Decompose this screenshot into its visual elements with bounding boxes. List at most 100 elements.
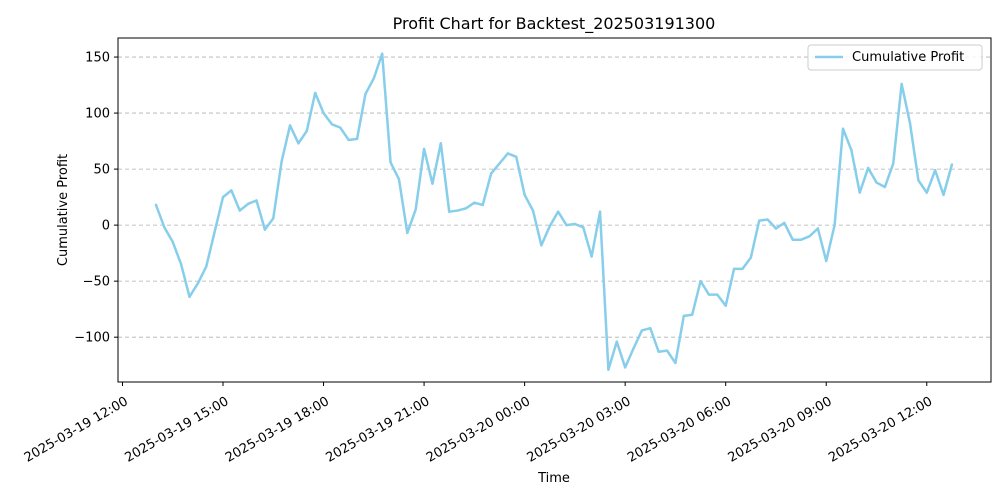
- data-point: [841, 127, 845, 130]
- data-point: [481, 203, 484, 207]
- data-point: [297, 142, 300, 145]
- data-point: [598, 210, 602, 213]
- data-point: [313, 91, 317, 95]
- data-point: [623, 366, 627, 369]
- series-line-cumulative-profit: [154, 52, 954, 371]
- data-point: [464, 207, 468, 210]
- data-point: [674, 361, 677, 365]
- y-axis-title: Cumulative Profit: [56, 154, 71, 266]
- y-tick-label: 100: [85, 107, 110, 122]
- data-point: [355, 137, 359, 141]
- y-tick-label: 0: [102, 219, 110, 234]
- data-point: [933, 169, 937, 172]
- data-point: [238, 209, 241, 212]
- data-point: [866, 166, 870, 170]
- data-point: [213, 230, 216, 234]
- data-point: [632, 347, 635, 350]
- data-point: [280, 160, 283, 163]
- data-point: [473, 201, 476, 204]
- data-point: [607, 368, 610, 371]
- data-point: [288, 124, 292, 127]
- data-point: [347, 138, 350, 142]
- data-point: [917, 179, 920, 182]
- data-point: [900, 82, 903, 86]
- data-point: [179, 263, 183, 266]
- data-point: [506, 152, 510, 155]
- data-point: [548, 225, 551, 228]
- y-tick-label: −100: [74, 331, 110, 346]
- data-point: [171, 240, 174, 244]
- data-point: [724, 304, 727, 307]
- legend-label: Cumulative Profit: [852, 50, 964, 65]
- data-point: [716, 293, 719, 296]
- y-tick-label: 50: [93, 163, 110, 178]
- data-point: [322, 111, 325, 115]
- data-point: [850, 148, 853, 152]
- y-tick-label: −50: [83, 275, 110, 290]
- data-point: [565, 223, 568, 227]
- data-point: [799, 238, 803, 241]
- data-point: [741, 267, 744, 271]
- data-point: [758, 219, 761, 222]
- data-point: [690, 313, 694, 316]
- data-point: [774, 227, 778, 230]
- data-point: [263, 228, 267, 231]
- series-layer: [154, 52, 954, 371]
- data-point: [489, 172, 493, 175]
- data-point: [640, 329, 644, 332]
- data-point: [456, 209, 459, 212]
- data-point: [540, 244, 543, 247]
- data-point: [942, 193, 945, 197]
- data-point: [699, 279, 702, 283]
- data-point: [858, 191, 861, 194]
- data-point: [272, 217, 275, 220]
- data-point: [531, 209, 535, 212]
- data-point: [825, 259, 828, 263]
- data-point: [154, 203, 158, 207]
- data-point: [431, 182, 434, 185]
- data-point: [556, 210, 560, 213]
- legend: Cumulative Profit: [807, 44, 983, 71]
- data-point: [833, 223, 836, 227]
- data-point: [582, 226, 585, 229]
- data-point: [439, 142, 443, 145]
- y-gridlines: [118, 56, 991, 338]
- data-point: [590, 255, 593, 258]
- legend-box: [807, 44, 983, 71]
- data-point: [682, 314, 685, 318]
- data-point: [783, 221, 786, 225]
- data-point: [808, 235, 811, 238]
- data-point: [448, 210, 451, 213]
- data-point: [389, 161, 392, 164]
- data-point: [707, 293, 711, 296]
- data-point: [380, 52, 384, 55]
- data-point: [196, 282, 200, 285]
- data-point: [791, 238, 794, 241]
- data-point: [657, 350, 660, 353]
- data-point: [766, 218, 769, 221]
- data-point: [188, 295, 191, 299]
- data-point: [422, 147, 426, 151]
- data-point: [892, 162, 895, 165]
- data-point: [515, 155, 518, 158]
- data-point: [925, 191, 928, 194]
- data-point: [749, 256, 753, 259]
- data-point: [523, 193, 526, 197]
- data-point: [950, 163, 954, 166]
- data-point: [339, 126, 342, 129]
- x-axis-title: Time: [537, 471, 570, 486]
- data-point: [305, 129, 308, 133]
- y-tick-label: 150: [85, 51, 110, 66]
- data-point: [414, 208, 417, 211]
- data-point: [221, 195, 225, 199]
- data-point: [732, 267, 736, 271]
- data-point: [406, 231, 409, 235]
- data-point: [205, 265, 208, 268]
- data-point: [330, 123, 334, 126]
- data-point: [364, 92, 367, 96]
- data-point: [246, 202, 250, 206]
- data-point: [163, 226, 166, 229]
- y-axis-ticks: −100 −50 0 50 100 150: [74, 51, 118, 346]
- data-point: [372, 77, 376, 80]
